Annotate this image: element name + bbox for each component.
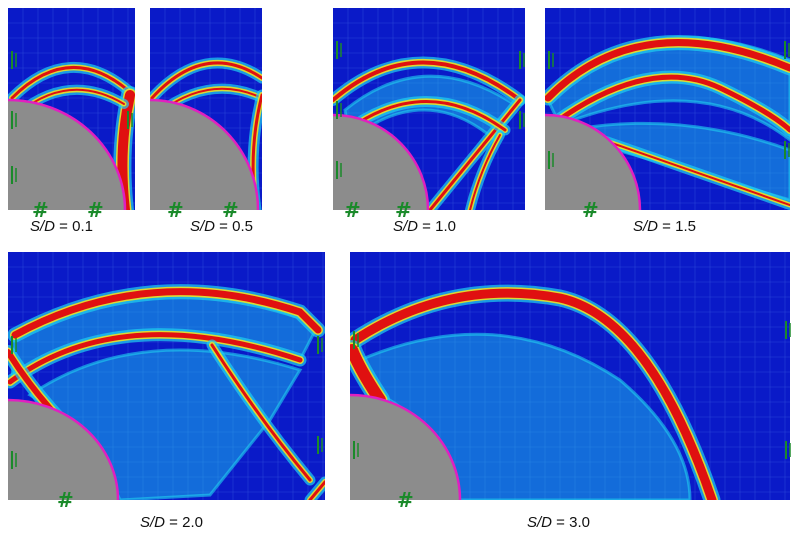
hash-marker: # [582,198,599,222]
hash-marker: # [222,198,239,222]
hash-marker: # [397,488,414,512]
panel-label-sd-0.1: S/D = 0.1 [30,218,93,235]
hash-marker: # [32,198,49,222]
cylinder-edge [8,98,127,210]
cylinder-shape [333,115,428,210]
panel-label-sd-0.5: S/D = 0.5 [190,218,253,235]
wave-band-high [428,98,522,210]
panel-content [333,8,525,210]
cylinder-edge [8,398,120,500]
hash-marker: # [57,488,74,512]
cylinder-shape [8,400,118,500]
panel-label-sd-2.0: S/D = 2.0 [140,514,203,531]
wave-band-high [308,480,325,500]
wave-band-high [10,65,132,100]
cylinder-shape [350,395,460,500]
panel-content [150,8,262,210]
hash-marker: # [344,198,361,222]
simulation-panel-1: # # [8,8,135,222]
hash-marker: # [87,198,104,222]
cylinder-edge [350,393,462,500]
panel-content [8,8,135,210]
simulation-panel-6: # [350,252,791,512]
wave-band-high [350,288,717,500]
cylinder-edge [333,113,430,210]
intensity-region [12,292,318,380]
wave-band-high [210,343,312,482]
wave-band-high [150,61,262,100]
panel-label-sd-1.0: S/D = 1.0 [393,218,456,235]
wave-band-high [553,74,790,133]
panel-label-sd-1.5: S/D = 1.5 [633,218,696,235]
cylinder-shape [8,100,125,210]
wave-band-high [350,344,386,406]
wave-band-high [469,134,501,210]
wave-band-high [333,60,522,102]
simulation-panel-5: # [8,252,325,512]
simulation-panel-2: # # [150,8,262,222]
cylinder-shape [545,115,640,210]
intensity-region [360,334,690,500]
simulation-panel-3: # # [333,8,525,222]
intensity-region [345,76,515,140]
cylinder-edge [545,113,642,210]
panel-content [545,8,790,210]
cylinder-edge [150,98,260,210]
panel-label-sd-3.0: S/D = 3.0 [527,514,590,531]
hash-marker: # [395,198,412,222]
wave-band-high [11,288,322,339]
simulation-panel-4: # [545,8,790,222]
hash-marker: # [167,198,184,222]
panel-content [8,252,325,500]
wave-band-high [8,332,303,385]
cylinder-shape [150,100,258,210]
intensity-region [30,350,300,500]
panel-content [350,252,790,500]
wave-band-high [545,39,790,102]
